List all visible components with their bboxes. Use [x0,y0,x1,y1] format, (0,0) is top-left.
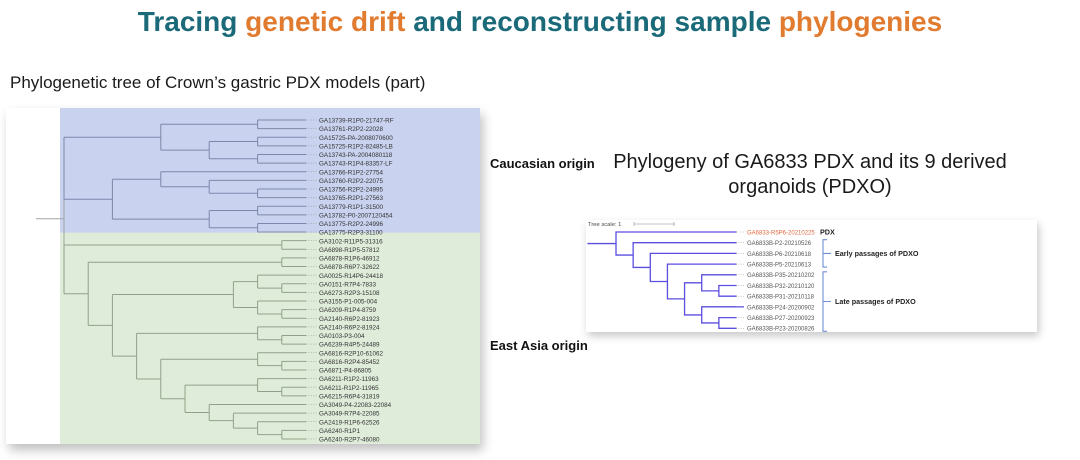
svg-text:GA0025-R14P6-24418: GA0025-R14P6-24418 [319,273,384,280]
svg-text:GA13743-R1P4-83357-LF: GA13743-R1P4-83357-LF [319,161,393,168]
svg-text:GA6878-R1P6-46912: GA6878-R1P6-46912 [319,256,380,263]
svg-text:GA13775-R2P3-31100: GA13775-R2P3-31100 [319,230,383,237]
svg-text:GA6833B-P35-20210202: GA6833B-P35-20210202 [747,273,815,279]
svg-text:GA6833B-P32-20210120: GA6833B-P32-20210120 [747,284,815,290]
svg-text:GA6833B-P5-20210613: GA6833B-P5-20210613 [747,263,812,269]
svg-text:GA2419-R1P6-62526: GA2419-R1P6-62526 [319,419,380,426]
svg-text:GA2140-R6P2-81923: GA2140-R6P2-81923 [319,316,380,323]
svg-text:GA6833B-P2-20210526: GA6833B-P2-20210526 [747,241,812,247]
svg-text:GA6833B-P24-20200902: GA6833B-P24-20200902 [747,305,815,311]
svg-text:GA6833B-P23-20200826: GA6833B-P23-20200826 [747,327,815,332]
svg-text:GA15725-R1P2-82485-LB: GA15725-R1P2-82485-LB [319,144,393,151]
svg-text:Early passages of PDXO: Early passages of PDXO [835,249,919,258]
svg-text:GA13766-R1P2-27754: GA13766-R1P2-27754 [319,169,384,176]
svg-text:GA6239-R4P5-24489: GA6239-R4P5-24489 [319,342,380,349]
svg-text:Tree scale: 1: Tree scale: 1 [588,222,621,228]
svg-text:GA6211-R1P2-11965: GA6211-R1P2-11965 [319,385,379,392]
svg-text:GA6816-R2P4-85452: GA6816-R2P4-85452 [319,359,380,366]
svg-text:GA3102-R11P5-31316: GA3102-R11P5-31316 [319,238,383,245]
svg-text:GA13765-R2P1-27563: GA13765-R2P1-27563 [319,195,384,202]
svg-text:GA6240-R2P7-46080: GA6240-R2P7-46080 [319,437,380,444]
svg-text:Late passages of PDXO: Late passages of PDXO [835,297,916,306]
svg-text:GA13761-R2P2-22028: GA13761-R2P2-22028 [319,126,384,133]
svg-text:GA6871-P4-86805: GA6871-P4-86805 [319,368,372,375]
svg-text:GA13782-P0-2007120454: GA13782-P0-2007120454 [319,212,393,219]
svg-text:GA13743-PA-2004080118: GA13743-PA-2004080118 [319,152,393,159]
svg-text:GA6816-R2P10-61062: GA6816-R2P10-61062 [319,350,384,357]
svg-text:GA15725-PA-2008070600: GA15725-PA-2008070600 [319,135,393,142]
svg-text:GA6209-R1P4-8759: GA6209-R1P4-8759 [319,307,377,314]
svg-text:GA13775-R2P2-24996: GA13775-R2P2-24996 [319,221,384,228]
svg-text:GA6273-R2P3-15108: GA6273-R2P3-15108 [319,290,380,297]
svg-text:GA6833B-P31-20210118: GA6833B-P31-20210118 [747,295,815,301]
svg-text:GA6878-R6P7-32622: GA6878-R6P7-32622 [319,264,380,271]
svg-text:GA0151-R7P4-7833: GA0151-R7P4-7833 [319,281,377,288]
svg-text:GA3049-R7P4-22085: GA3049-R7P4-22085 [319,411,380,418]
svg-text:GA13760-R2P2-22075: GA13760-R2P2-22075 [319,178,384,185]
svg-text:GA6215-R6P4-31819: GA6215-R6P4-31819 [319,393,380,400]
svg-text:GA13739-R1P0-21747-RF: GA13739-R1P0-21747-RF [319,118,394,125]
svg-text:GA0103-P3-004: GA0103-P3-004 [319,333,365,340]
svg-text:GA6833B-P6-20210618: GA6833B-P6-20210618 [747,252,812,258]
svg-text:GA3155-P1-005-004: GA3155-P1-005-004 [319,299,378,306]
svg-text:GA6240-R1P1: GA6240-R1P1 [319,428,360,435]
svg-text:PDX: PDX [820,228,835,237]
svg-text:GA6898-R1P5-57812: GA6898-R1P5-57812 [319,247,380,254]
svg-text:GA13779-R1P1-31500: GA13779-R1P1-31500 [319,204,384,211]
svg-text:GA2140-R6P2-81924: GA2140-R6P2-81924 [319,325,380,332]
svg-text:GA6833B-P27-20200923: GA6833B-P27-20200923 [747,316,815,322]
svg-text:GA13756-R2P2-24995: GA13756-R2P2-24995 [319,187,384,194]
svg-text:GA6833-R5P6-20210225: GA6833-R5P6-20210225 [747,230,815,236]
svg-text:GA6211-R1P2-11963: GA6211-R1P2-11963 [319,376,379,383]
svg-text:GA3049-P4-22083-22084: GA3049-P4-22083-22084 [319,402,392,409]
